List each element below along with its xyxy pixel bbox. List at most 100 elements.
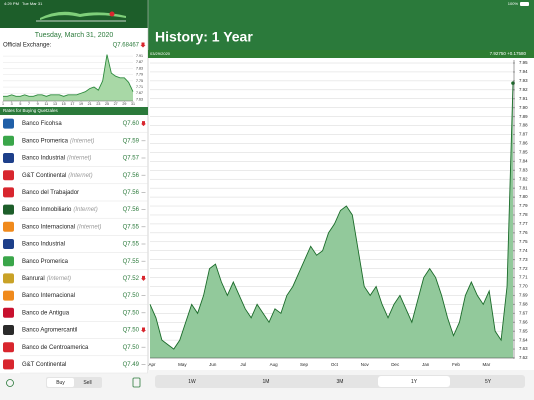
bank-name[interactable]: Banco del Trabajador [22,190,79,196]
bank-rate: Q7.49 [123,362,140,368]
bank-note: (Internet) [68,173,92,179]
x-tick-label: 23 [96,102,100,106]
x-tick-label: May [178,362,187,367]
x-tick-label: 21 [88,102,92,106]
x-tick-label: 5 [19,102,21,106]
y-tick-label: 7.83 [136,66,143,70]
history-quote: 7.92750 +0.17580 [490,51,527,56]
refresh-icon[interactable] [6,379,14,387]
y-tick-label: 7.93 [519,78,528,83]
y-tick-label: 7.91 [136,54,143,58]
bank-rate: Q7.57 [123,156,140,162]
range-selected [378,376,450,387]
bank-rate: Q7.56 [123,207,140,213]
history-date: 03/29/2020 [150,51,171,56]
y-tick-label: 7.71 [136,85,143,89]
bank-note: (Internet) [73,207,97,213]
bank-note: (Internet) [47,276,71,282]
area-line [3,54,134,97]
y-tick-label: 7.94 [519,69,528,74]
area-fill [150,83,513,359]
y-tick-label: 7.64 [519,337,528,342]
bank-name[interactable]: Banco Promerica [22,259,69,265]
bank-icon [3,239,14,249]
exchange-label: Official Exchange: [3,43,52,49]
y-tick-label: 7.73 [519,257,528,262]
list-title: Rates for Buying Quetzales [3,108,59,113]
status-battery: 100% [508,1,519,6]
bank-name[interactable]: Banco Inmobiliario [22,207,72,213]
x-tick-label: Jan [422,362,430,367]
x-tick-label: Apr [148,362,156,367]
bank-rate: Q7.50 [123,345,140,351]
area-fill [3,54,133,101]
bank-name[interactable]: Banco Internacional [22,293,75,299]
x-tick-label: Jul [240,362,246,367]
bank-icon [3,135,14,146]
history-subheader [148,50,534,58]
bank-rate: Q7.56 [123,190,140,196]
x-tick-label: Jun [209,362,217,367]
y-tick-label: 7.71 [519,275,528,280]
y-tick-label: 7.77 [519,221,528,226]
y-tick-label: 7.85 [519,150,528,155]
y-tick-label: 7.90 [519,105,528,110]
bank-icon [3,204,14,215]
toggle-option[interactable]: Sell [83,380,91,386]
x-tick-label: Sep [300,362,309,367]
calculator-icon[interactable] [132,377,141,388]
history-title: History: 1 Year [155,29,253,45]
y-tick-label: 7.68 [519,302,528,307]
bank-rate: Q7.52 [123,276,140,282]
x-tick-label: 15 [62,102,66,106]
logo-dot [109,11,115,17]
range-option[interactable]: 1M [263,379,270,385]
bank-icon [3,307,14,318]
bank-name[interactable]: Banco Agromercantil [22,328,77,334]
history-header [148,0,534,50]
bank-rate: Q7.55 [123,242,140,248]
bank-rate: Q7.56 [123,173,140,179]
bank-name[interactable]: G&T Continental [22,362,66,368]
bank-name[interactable]: Banco de Antigua [22,310,70,316]
y-tick-label: 7.75 [136,79,143,83]
bank-name[interactable]: Banco Industrial [22,242,65,248]
range-option[interactable]: 3M [337,379,344,385]
y-tick-label: 7.63 [519,346,528,351]
bank-note: (Internet) [67,156,91,162]
bank-trend [141,275,146,281]
exchange-trend [140,42,146,48]
range-option[interactable]: 1Y [411,379,418,385]
bank-name[interactable]: Banco Promerica [22,138,69,144]
y-tick-label: 7.79 [136,73,143,77]
y-tick-label: 7.83 [519,167,528,172]
x-tick-label: 25 [105,102,109,106]
range-option[interactable]: 1W [188,379,196,385]
y-tick-label: 7.84 [519,158,528,163]
toggle-option[interactable]: Buy [56,380,65,386]
bank-rate: Q7.60 [123,121,140,127]
battery-icon [520,2,529,6]
y-tick-label: 7.72 [519,266,528,271]
x-tick-label: 31 [131,102,135,106]
x-tick-label: 7 [28,102,30,106]
y-tick-label: 7.78 [519,212,528,217]
bank-name[interactable]: G&T Continental [22,173,66,179]
bank-rate: Q7.59 [123,138,140,144]
bank-name[interactable]: Banco de Centroamerica [22,345,89,351]
bank-name[interactable]: Banco Industrial [22,156,65,162]
bank-name[interactable]: Banco Internacional [22,224,75,230]
exchange-rate: Q7.68467 [113,43,140,49]
bank-icon [3,342,14,353]
bank-name[interactable]: Banco Ficohsa [22,121,62,127]
toggle-selected [47,378,74,387]
y-tick-label: 7.63 [136,97,143,101]
range-option[interactable]: 5Y [485,379,492,385]
y-tick-label: 7.62 [519,355,528,360]
bank-name[interactable]: Banrural [22,276,45,282]
y-tick-label: 7.88 [519,123,528,128]
status-date: Tue Mar 31 [22,1,43,6]
x-tick-label: 9 [37,102,39,106]
